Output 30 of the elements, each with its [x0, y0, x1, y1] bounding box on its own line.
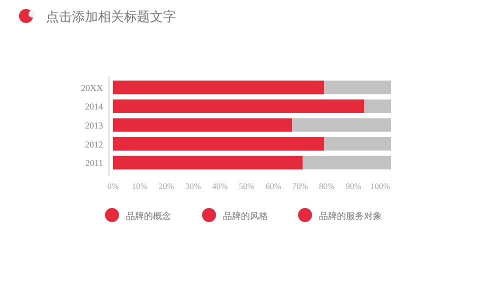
text: 品牌的服务对象	[319, 211, 382, 221]
x-tick-label: 10%	[132, 181, 148, 191]
x-tick-label: 50%	[238, 181, 254, 191]
x-tick-label: 40%	[212, 181, 228, 191]
bar	[302, 156, 391, 170]
chart-title: 点击添加相关标题文字	[46, 9, 176, 24]
bar	[324, 137, 391, 151]
bar	[113, 99, 364, 113]
x-tick-label: 90%	[346, 181, 362, 191]
x-tick-label: 0%	[107, 181, 119, 191]
y-tick-label: 2012	[85, 139, 103, 150]
bar	[113, 137, 324, 151]
bar	[364, 99, 391, 113]
y-tick-label: 2013	[85, 120, 104, 130]
text: 品牌的风格	[223, 211, 268, 221]
x-tick-label: 30%	[185, 181, 201, 191]
bar	[113, 118, 292, 132]
bar	[292, 118, 391, 132]
bar	[324, 80, 391, 94]
text: 品牌的概念	[126, 211, 171, 221]
x-tick-label: 100%	[370, 181, 390, 191]
y-tick-label: 20XX	[81, 82, 104, 93]
x-tick-label: 60%	[266, 181, 282, 191]
bar	[113, 80, 324, 94]
x-tick-label: 20%	[158, 181, 174, 191]
x-tick-label: 80%	[319, 181, 335, 191]
x-tick-label: 70%	[292, 181, 308, 191]
y-tick-label: 2011	[85, 158, 103, 168]
y-tick-label: 2014	[85, 102, 104, 112]
bar	[113, 156, 303, 170]
